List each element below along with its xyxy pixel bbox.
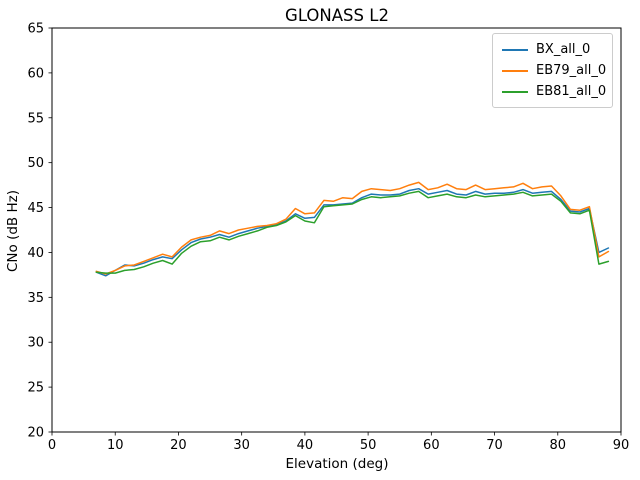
x-tick-label: 10	[107, 438, 124, 453]
legend-line-swatch	[502, 90, 528, 93]
y-tick-label: 35	[27, 291, 44, 306]
legend-label: EB79_all_0	[536, 63, 607, 78]
chart-title: GLONASS L2	[285, 6, 389, 25]
y-tick-label: 50	[27, 156, 44, 171]
y-tick-label: 45	[27, 201, 44, 216]
x-tick-label: 40	[297, 438, 314, 453]
x-tick-label: 50	[360, 438, 377, 453]
x-tick-label: 60	[423, 438, 440, 453]
legend-item: BX_all_0	[502, 39, 604, 60]
y-tick-label: 25	[27, 381, 44, 396]
legend: BX_all_0 EB79_all_0 EB81_all_0	[492, 33, 613, 108]
legend-item: EB79_all_0	[502, 60, 607, 81]
axes-spines	[51, 27, 622, 433]
x-tick-label: 30	[233, 438, 250, 453]
x-tick-label: 20	[170, 438, 187, 453]
data-line-EB79_all_0	[95, 181, 610, 275]
legend-label: EB81_all_0	[536, 84, 607, 99]
y-tick-label: 30	[27, 336, 44, 351]
y-tick-label: 20	[27, 426, 44, 441]
x-tick-label: 90	[613, 438, 630, 453]
y-tick-label: 60	[27, 66, 44, 81]
legend-line-swatch	[502, 48, 528, 51]
x-tick-label: 70	[486, 438, 503, 453]
x-axis-label: Elevation (deg)	[285, 456, 389, 472]
legend-label: BX_all_0	[536, 42, 591, 57]
x-tick-label: 80	[550, 438, 567, 453]
y-tick-label: 40	[27, 246, 44, 261]
y-tick-label: 65	[27, 22, 44, 37]
y-axis-label: CNo (dB Hz)	[5, 190, 21, 272]
data-line-EB81_all_0	[95, 190, 610, 274]
legend-item: EB81_all_0	[502, 81, 607, 102]
data-line-BX_all_0	[95, 187, 610, 277]
y-tick-label: 55	[27, 111, 44, 126]
legend-line-swatch	[502, 69, 528, 72]
x-tick-label: 0	[48, 438, 56, 453]
